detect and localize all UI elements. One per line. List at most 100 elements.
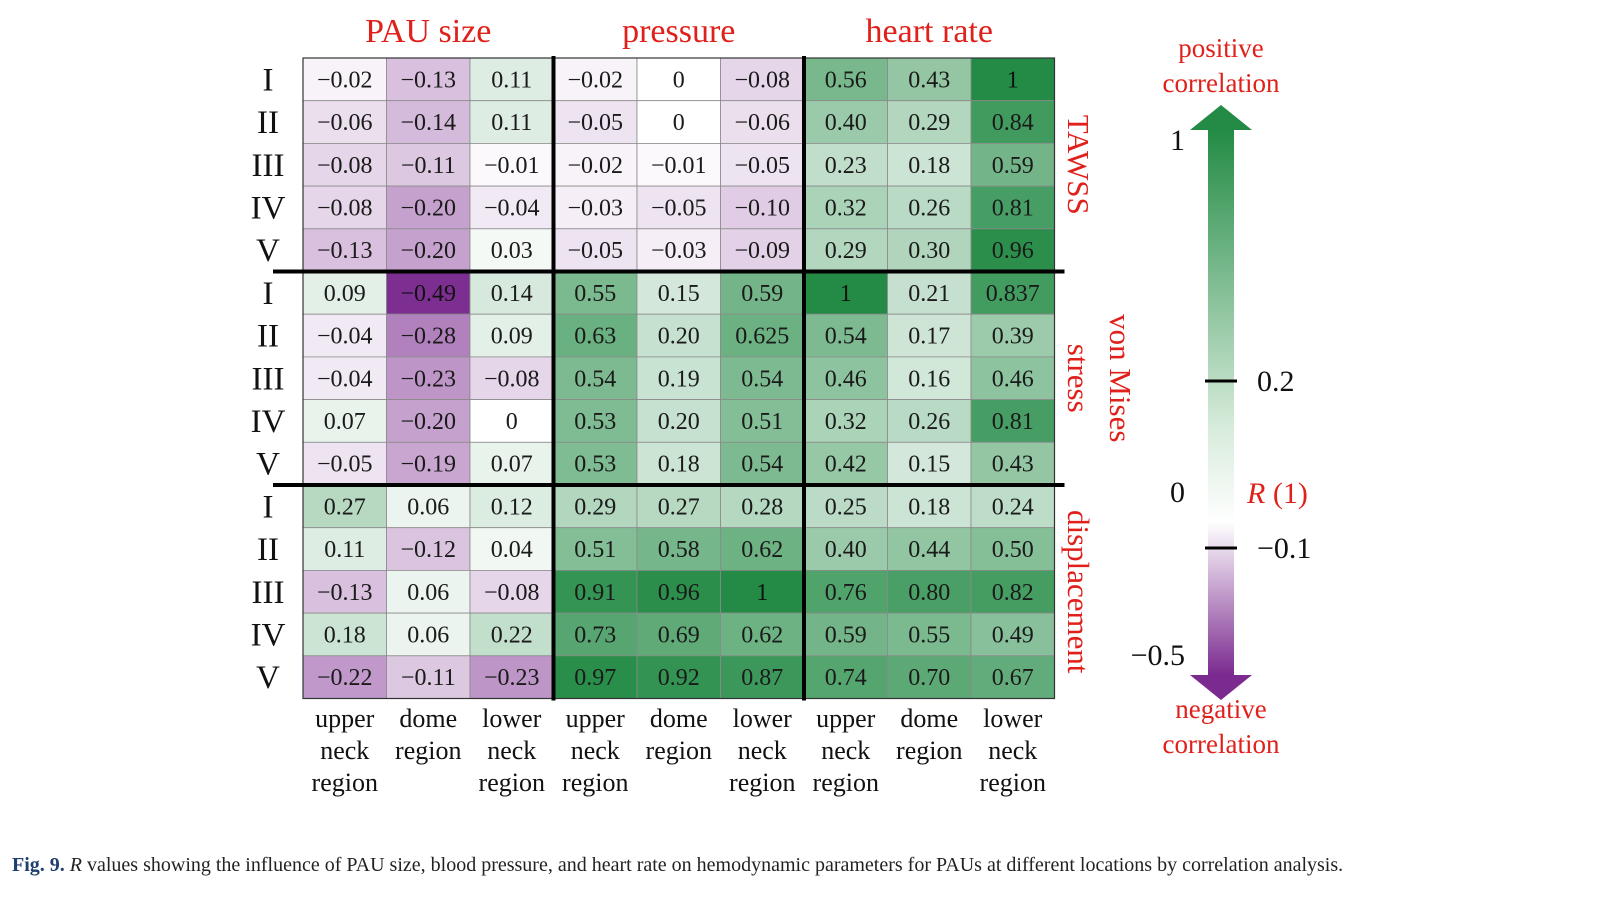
cell-value-label: 0.80 [908,580,950,606]
heatmap-cell [302,484,387,529]
column-label: neck [320,736,369,765]
cell-value-label: 0.09 [491,324,533,350]
row-label: IV [251,404,286,440]
column-label: neck [821,736,870,765]
heatmap-cell [970,484,1055,529]
row-label: IV [251,190,286,226]
row-label: I [263,489,274,525]
heatmap-cell [386,313,471,358]
cell-value-label: −0.01 [484,153,540,179]
heatmap-cell [386,612,471,657]
cell-value-label: 0.11 [491,67,532,93]
heatmap-cell [553,655,638,699]
cell-value-label: −0.05 [734,153,790,179]
cell-value-label: −0.05 [567,110,623,136]
heatmap-cell [302,441,387,486]
heatmap-cell [970,185,1055,230]
cell-value-label: 0.58 [658,537,700,563]
heatmap-cell [386,185,471,230]
heatmap-cell [887,527,972,571]
cell-value-label: 0.29 [908,110,950,136]
heatmap-cell [720,655,805,699]
heatmap-cells: −0.02 −0.13 0.11 −0.02 0 −0.08 0.56 0.43 1 −0.06 −… [302,57,1055,699]
cell-value-label: 0.14 [491,281,533,307]
heatmap-cell [970,142,1055,187]
heatmap-cell [469,271,554,315]
heatmap-cell [970,356,1055,400]
heatmap-cell [720,527,805,571]
colorbar-top-label: correlation [1163,68,1280,98]
cell-value-label: 0.11 [324,537,365,563]
heatmap-cell [636,142,721,187]
heatmap-cell [386,142,471,187]
cell-value-label: −0.10 [734,195,790,221]
cell-value-label: 0.15 [908,452,950,478]
cell-value-label: 0.24 [992,494,1034,520]
heatmap-cell [302,655,387,699]
cell-value-label: −0.13 [317,238,373,264]
cell-value-label: 0.54 [741,452,783,478]
cell-value-label: 1 [756,580,768,606]
cell-value-label: 0.44 [908,537,950,563]
cell-value-label: 0.07 [324,409,366,435]
heatmap-cell [553,570,638,614]
column-label: region [562,768,628,797]
cell-value-label: 0.12 [491,494,533,520]
cell-value-label: 0.42 [825,452,867,478]
heatmap-cell [803,484,888,529]
cell-value-label: 0.30 [908,238,950,264]
cell-value-label: 0.81 [992,409,1034,435]
cell-value-label: 0.96 [992,238,1034,264]
cell-value-label: 0.46 [825,366,867,392]
heatmap-cell [803,441,888,486]
heatmap-cell [302,271,387,315]
heatmap-cell [803,313,888,358]
heatmap-cell [553,57,638,102]
column-label: upper [566,704,626,733]
cell-value-label: 0.09 [324,281,366,307]
cell-value-label: 0.59 [741,281,783,307]
colorbar-top-label: positive [1178,33,1264,63]
heatmap-cell [302,57,387,102]
cell-value-label: 0.73 [574,622,616,648]
cell-value-label: −0.23 [400,366,456,392]
column-label: lower [482,704,542,733]
row-label: III [252,148,285,184]
cell-value-label: −0.28 [400,324,456,350]
row-label: IV [251,617,286,653]
cell-value-label: 0.18 [324,622,366,648]
cell-value-label: 0.62 [741,537,783,563]
figure-caption: Fig. 9. R values showing the influence o… [12,850,1602,880]
cell-value-label: 0.51 [741,409,783,435]
heatmap-cell [636,527,721,571]
cell-value-label: −0.03 [651,238,707,264]
cell-value-label: −0.23 [484,665,540,691]
cell-value-label: 0.21 [908,281,950,307]
heatmap-cell [553,142,638,187]
heatmap-cell [887,271,972,315]
cell-value-label: 0.29 [574,494,616,520]
colorbar-shaft [1208,130,1234,675]
heatmap-cell [636,570,721,614]
cell-value-label: −0.04 [484,195,540,221]
heatmap-cell [553,527,638,571]
row-label: II [257,105,279,141]
caption-label: Fig. 9. [12,854,65,876]
heatmap-cell [386,399,471,443]
row-label: I [263,62,274,98]
cell-value-label: 0.15 [658,281,700,307]
cell-value-label: 0.19 [658,366,700,392]
cell-value-label: 0.84 [992,110,1034,136]
heatmap-cell [887,57,972,102]
cell-value-label: 0.74 [825,665,867,691]
cell-value-label: 0.11 [491,110,532,136]
cell-value-label: 0 [506,409,518,435]
cell-value-label: 0.18 [908,494,950,520]
cell-value-label: −0.06 [317,110,373,136]
heatmap-cell [469,399,554,443]
cell-value-label: −0.08 [484,580,540,606]
heatmap-cell [887,185,972,230]
cell-value-label: 0.70 [908,665,950,691]
